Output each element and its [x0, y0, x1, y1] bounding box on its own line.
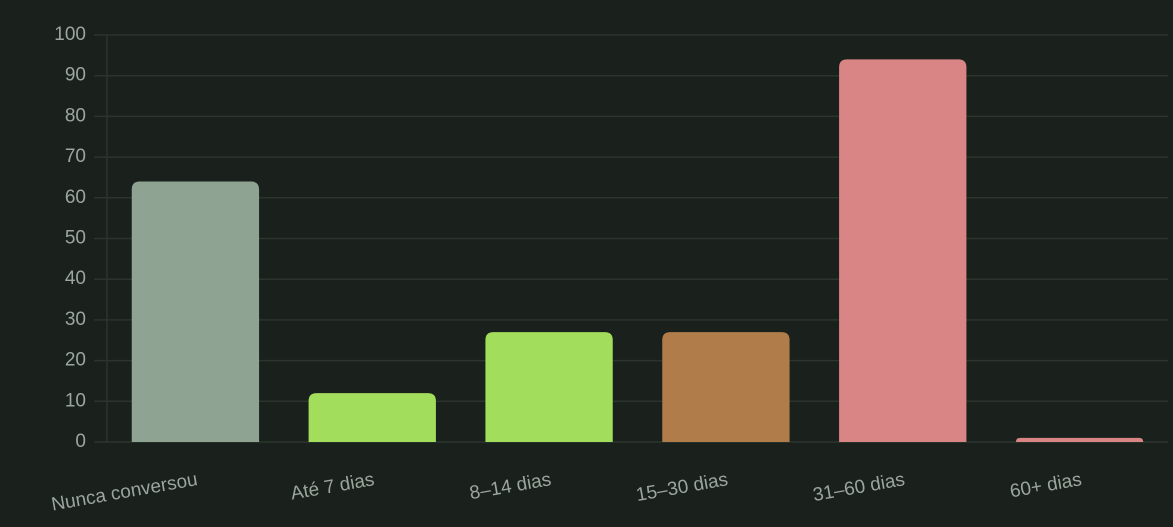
bar	[131, 181, 260, 442]
bar	[839, 59, 967, 443]
y-tick-label: 100	[54, 24, 86, 45]
y-tick-label: 70	[65, 146, 86, 167]
y-tick-label: 30	[65, 309, 86, 330]
bar	[308, 393, 436, 442]
bar	[1015, 437, 1144, 442]
y-tick-label: 10	[65, 390, 86, 411]
y-tick-label: 80	[65, 105, 86, 126]
y-tick-label: 20	[65, 350, 86, 371]
bar	[662, 332, 790, 442]
y-tick-label: 50	[65, 228, 86, 249]
y-tick-label: 60	[65, 187, 86, 208]
y-tick-label: 0	[75, 431, 86, 452]
bar	[485, 332, 613, 442]
y-tick-label: 40	[65, 268, 86, 289]
y-tick-label: 90	[65, 65, 86, 86]
